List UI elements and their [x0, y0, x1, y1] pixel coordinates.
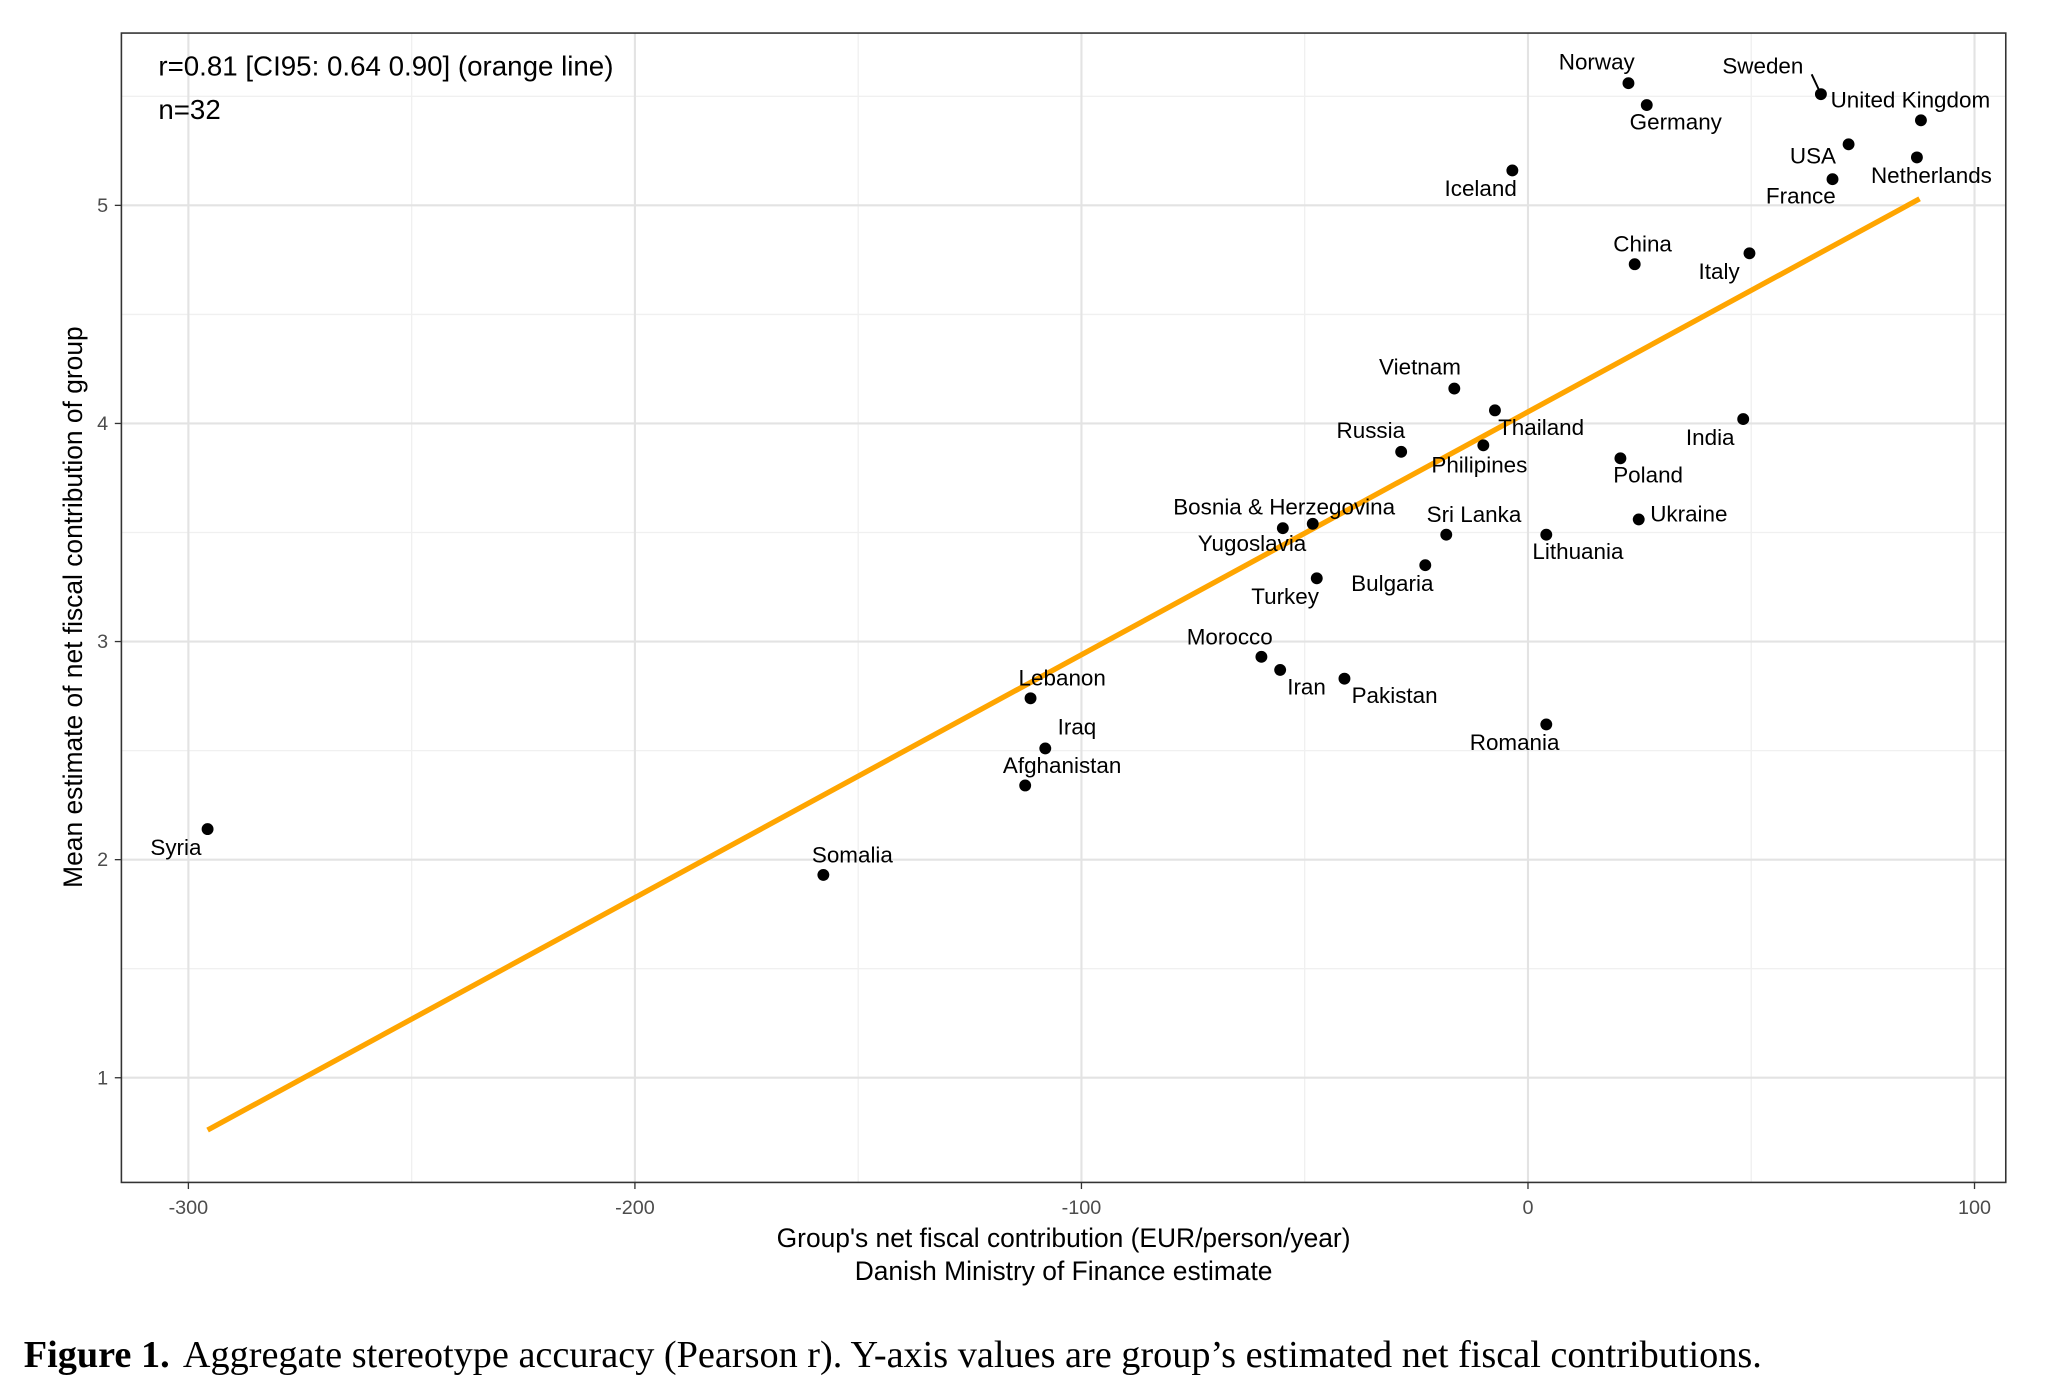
- point-label: Romania: [1470, 730, 1560, 755]
- data-point: [1395, 445, 1408, 458]
- annotation-correlation: r=0.81 [CI95: 0.64 0.90] (orange line): [158, 50, 613, 81]
- point-label: Iraq: [1058, 715, 1097, 740]
- y-tick-label: 2: [97, 849, 108, 871]
- point-label: Pakistan: [1352, 683, 1438, 708]
- data-point: [1489, 404, 1501, 417]
- data-point: [1338, 672, 1351, 685]
- fit-line: [206, 196, 1921, 1133]
- point-label: Lithuania: [1532, 539, 1624, 564]
- data-point: [1632, 513, 1645, 526]
- x-tick-label: -200: [615, 1197, 655, 1219]
- data-point: [817, 868, 830, 881]
- data-point: [1310, 572, 1323, 585]
- point-label: Thailand: [1498, 415, 1584, 440]
- point-label: Lebanon: [1019, 666, 1106, 691]
- point-label: Sweden: [1722, 54, 1803, 79]
- data-point: [1842, 138, 1855, 151]
- data-point: [1019, 779, 1032, 792]
- data-point: [1274, 663, 1287, 676]
- point-label: Sri Lanka: [1427, 502, 1522, 527]
- caption-text: Aggregate stereotype accuracy (Pearson r…: [183, 1334, 1762, 1376]
- x-tick-label: 0: [1522, 1197, 1533, 1219]
- data-point: [1419, 559, 1432, 572]
- data-point: [1024, 692, 1037, 705]
- point-label: USA: [1790, 143, 1836, 168]
- data-point: [1276, 522, 1289, 535]
- point-label: Netherlands: [1871, 163, 1992, 188]
- point-label: Bulgaria: [1351, 571, 1434, 596]
- point-label: Iran: [1287, 674, 1326, 699]
- annotation-n: n=32: [158, 94, 220, 125]
- y-axis-title: Mean estimate of net fiscal contribution…: [58, 326, 88, 888]
- data-point: [201, 823, 214, 836]
- point-label: Germany: [1630, 109, 1723, 134]
- figure-caption: Figure 1. Aggregate stereotype accuracy (…: [24, 1334, 1762, 1376]
- x-axis-subtitle: Danish Ministry of Finance estimate: [855, 1256, 1273, 1286]
- data-point: [1910, 151, 1923, 164]
- point-label: Bosnia & Herzegovina: [1173, 494, 1395, 519]
- point-label: Afghanistan: [1003, 753, 1121, 778]
- plot-panel-border: [120, 32, 2007, 1184]
- point-label: India: [1686, 425, 1735, 450]
- point-label: China: [1613, 232, 1672, 257]
- data-point: [1306, 517, 1319, 530]
- point-label: United Kingdom: [1831, 88, 1991, 113]
- point-label: Syria: [150, 835, 202, 860]
- point-label: Norway: [1559, 49, 1636, 74]
- data-point: [1614, 452, 1627, 465]
- data-point: [1640, 99, 1653, 111]
- data-point: [1628, 258, 1641, 271]
- point-label: Yugoslavia: [1198, 531, 1307, 556]
- point-label: Vietnam: [1379, 355, 1461, 380]
- fit-line-group: [206, 196, 1921, 1133]
- data-point: [1039, 742, 1052, 755]
- axis-ticks: -300 -200 -100 0 100 1 2 3 4 5: [97, 195, 1991, 1219]
- point-label: Philipines: [1431, 452, 1527, 477]
- point-label: Iceland: [1445, 176, 1517, 201]
- data-point: [1743, 247, 1756, 260]
- data-point: [1477, 439, 1490, 452]
- grid: [121, 33, 2006, 1183]
- caption-label: Figure 1.: [24, 1334, 170, 1376]
- data-point: [1448, 382, 1461, 395]
- point-label: France: [1766, 184, 1836, 209]
- data-point: [1914, 114, 1927, 127]
- y-tick-label: 5: [97, 195, 108, 217]
- data-point: [1814, 88, 1827, 101]
- point-label: Somalia: [812, 842, 894, 867]
- data-point: [1440, 528, 1453, 541]
- points: Norway Germany Sweden United Kingdom USA Neth…: [150, 49, 1992, 881]
- point-label: Poland: [1613, 463, 1683, 488]
- data-point: [1255, 650, 1268, 663]
- x-tick-label: -300: [169, 1197, 209, 1219]
- point-label: Russia: [1337, 418, 1406, 443]
- x-axis-title: Group's net fiscal contribution (EUR/per…: [777, 1223, 1351, 1253]
- data-point: [1737, 413, 1750, 426]
- point-label: Turkey: [1251, 584, 1319, 609]
- x-tick-label: -100: [1062, 1197, 1102, 1219]
- point-label: Italy: [1699, 259, 1741, 284]
- y-tick-label: 1: [97, 1067, 108, 1089]
- y-tick-label: 4: [97, 413, 108, 435]
- data-point: [1622, 77, 1635, 90]
- point-label: Morocco: [1187, 624, 1273, 649]
- data-point: [1540, 528, 1553, 541]
- y-tick-label: 3: [97, 631, 108, 653]
- data-point: [1540, 718, 1553, 731]
- point-label: Ukraine: [1650, 501, 1727, 526]
- x-tick-label: 100: [1958, 1197, 1991, 1219]
- data-point: [1506, 164, 1519, 177]
- data-point: [1826, 173, 1839, 186]
